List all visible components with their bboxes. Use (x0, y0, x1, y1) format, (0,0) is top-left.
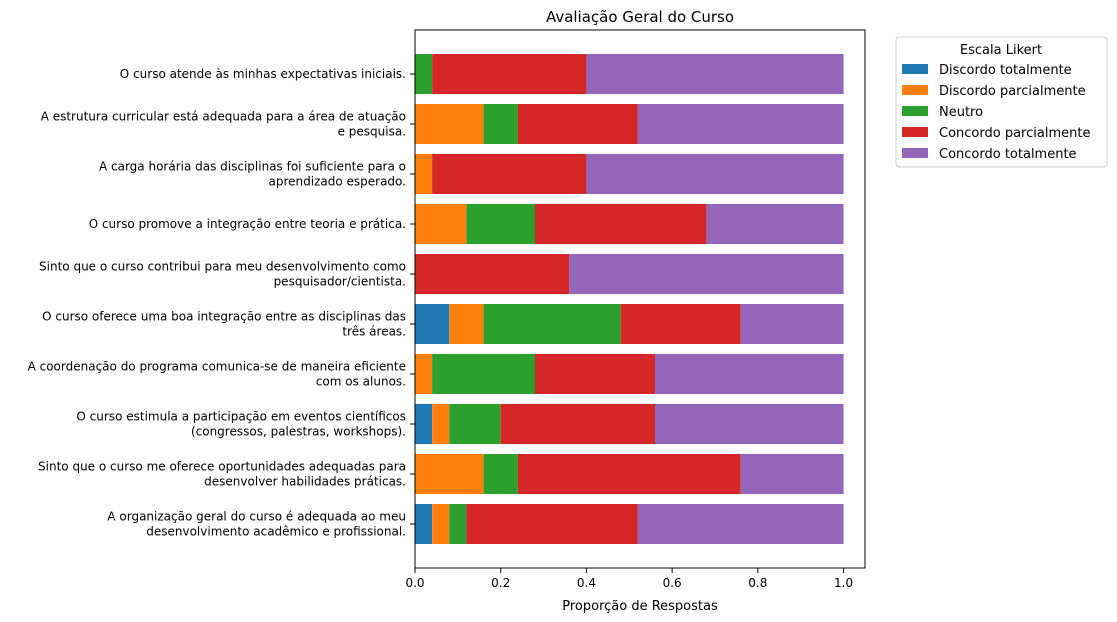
y-tick-label: (congressos, palestras, workshops). (191, 425, 406, 439)
bar-segment (740, 304, 844, 344)
legend-label: Discordo parcialmente (939, 84, 1086, 99)
bar-segment (415, 504, 433, 544)
legend-swatch (902, 127, 928, 137)
x-axis: 0.0 0.2 0.4 0.6 0.8 1.0 (405, 568, 853, 590)
bar-segment (415, 204, 467, 244)
y-tick-label: O curso atende às minhas expectativas in… (120, 67, 406, 81)
bar-segment (415, 54, 433, 94)
bar-segment (449, 504, 467, 544)
legend-label: Concordo parcialmente (939, 126, 1090, 141)
bar-segment (432, 54, 587, 94)
y-tick-label: desenvolvimento acadêmico e profissional… (146, 525, 406, 539)
legend-label: Discordo totalmente (939, 63, 1072, 78)
y-tick-label: aprendizado esperado. (269, 175, 407, 189)
bar-segment (415, 354, 433, 394)
legend: Escala Likert Discordo totalmenteDiscord… (895, 36, 1108, 168)
bar-segment (517, 454, 741, 494)
y-tick-label: e pesquisa. (338, 125, 406, 139)
plot-frame (414, 29, 866, 569)
bar-segment (569, 254, 844, 294)
y-tick-label: Sinto que o curso me oferece oportunidad… (38, 460, 406, 474)
legend-swatch (902, 148, 928, 158)
y-tick-label: com os alunos. (316, 375, 406, 389)
x-tick-label: 0.0 (405, 576, 424, 590)
bar-segment (415, 104, 484, 144)
bar-segment (637, 104, 844, 144)
y-tick-label: A coordenação do programa comunica-se de… (28, 360, 406, 374)
bar-segment (449, 304, 484, 344)
bar-segment (706, 204, 844, 244)
y-axis: O curso atende às minhas expectativas in… (28, 67, 415, 539)
x-axis-label: Proporção de Respostas (562, 599, 718, 614)
legend-frame (895, 36, 1108, 168)
bar-segment (415, 454, 484, 494)
y-tick-label: O curso promove a integração entre teori… (89, 217, 406, 231)
bar-segment (483, 104, 518, 144)
bar-segment (586, 154, 844, 194)
legend-swatch (902, 64, 928, 74)
x-tick-label: 1.0 (834, 576, 853, 590)
legend-items: Discordo totalmente Discordo parcialmente… (902, 63, 1090, 162)
bar-segment (535, 354, 655, 394)
bar-segment (432, 154, 587, 194)
bar-segment (620, 304, 741, 344)
bars-layer (415, 54, 844, 544)
bar-segment (483, 454, 518, 494)
y-tick-label: Sinto que o curso contribui para meu des… (39, 260, 406, 274)
legend-swatch (902, 106, 928, 116)
y-tick-label: O curso oferece uma boa integração entre… (42, 310, 406, 324)
bar-segment (432, 504, 450, 544)
bar-segment (466, 204, 535, 244)
y-tick-label: três áreas. (342, 325, 406, 339)
bar-segment (517, 104, 638, 144)
bar-segment (535, 204, 707, 244)
bar-segment (483, 304, 621, 344)
y-tick-label: desenvolver habilidades práticas. (204, 475, 406, 489)
bar-segment (432, 354, 535, 394)
bar-segment (655, 354, 844, 394)
x-tick-label: 0.6 (663, 576, 682, 590)
legend-swatch (902, 85, 928, 95)
y-tick-label: A estrutura curricular está adequada par… (41, 110, 406, 124)
x-tick-label: 0.8 (748, 576, 767, 590)
bar-segment (740, 454, 844, 494)
y-tick-label: pesquisador/cientista. (274, 275, 406, 289)
legend-label: Concordo totalmente (939, 147, 1077, 162)
bar-segment (415, 154, 433, 194)
bar-segment (586, 54, 844, 94)
bar-segment (655, 404, 844, 444)
chart-title: Avaliação Geral do Curso (546, 8, 734, 26)
bar-segment (415, 254, 570, 294)
x-tick-label: 0.2 (491, 576, 510, 590)
bar-segment (432, 404, 450, 444)
bar-segment (466, 504, 638, 544)
legend-title: Escala Likert (960, 43, 1042, 58)
bar-segment (449, 404, 501, 444)
y-tick-label: O curso estimula a participação em event… (76, 410, 406, 424)
y-tick-label: A carga horária das disciplinas foi sufi… (99, 160, 406, 174)
bar-segment (415, 304, 450, 344)
bar-segment (415, 404, 433, 444)
bar-segment (500, 404, 655, 444)
y-tick-label: A organização geral do curso é adequada … (107, 510, 406, 524)
legend-label: Neutro (939, 105, 983, 120)
x-tick-label: 0.4 (577, 576, 596, 590)
bar-segment (637, 504, 844, 544)
